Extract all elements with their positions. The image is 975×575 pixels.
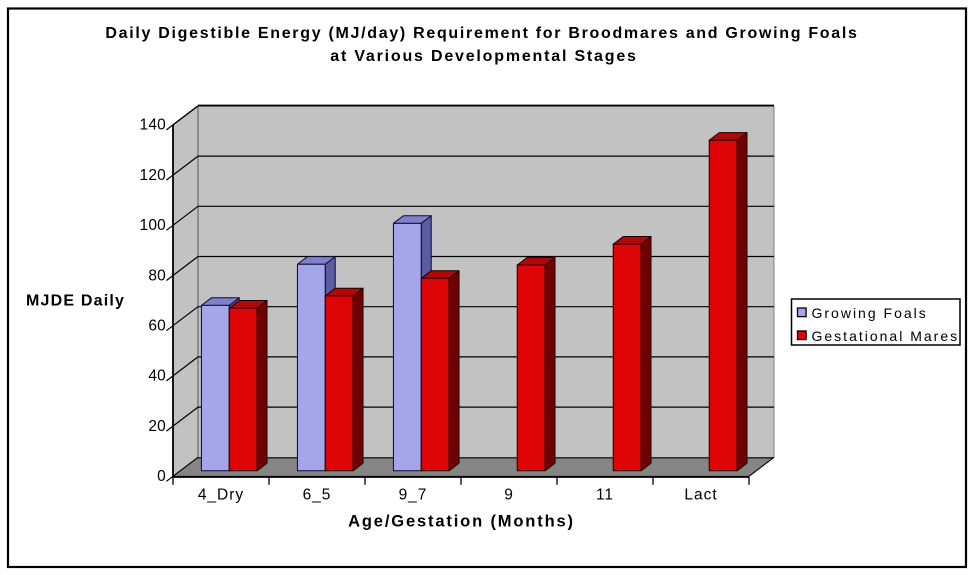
svg-text:140: 140: [140, 117, 167, 134]
svg-text:9: 9: [504, 487, 514, 504]
svg-text:MJDE Daily: MJDE Daily: [26, 293, 125, 310]
svg-text:at Various Developmental Stage: at Various Developmental Stages: [330, 48, 637, 65]
svg-text:4_Dry: 4_Dry: [198, 487, 244, 504]
svg-text:80: 80: [148, 267, 166, 284]
svg-text:40: 40: [148, 368, 166, 385]
svg-text:Gestational Mares: Gestational Mares: [812, 328, 960, 344]
svg-text:6_5: 6_5: [303, 487, 332, 504]
svg-text:120: 120: [140, 167, 167, 184]
svg-text:11: 11: [596, 487, 614, 504]
svg-text:9_7: 9_7: [399, 487, 428, 504]
svg-text:Lact: Lact: [684, 487, 717, 504]
svg-text:0: 0: [157, 468, 166, 485]
svg-text:Growing Foals: Growing Foals: [812, 305, 928, 321]
svg-text:100: 100: [140, 217, 167, 234]
svg-text:Age/Gestation (Months): Age/Gestation (Months): [348, 513, 575, 531]
svg-text:60: 60: [148, 318, 166, 335]
svg-text:20: 20: [148, 418, 166, 435]
svg-text:Daily Digestible Energy (MJ/da: Daily Digestible Energy (MJ/day) Require…: [105, 25, 858, 42]
